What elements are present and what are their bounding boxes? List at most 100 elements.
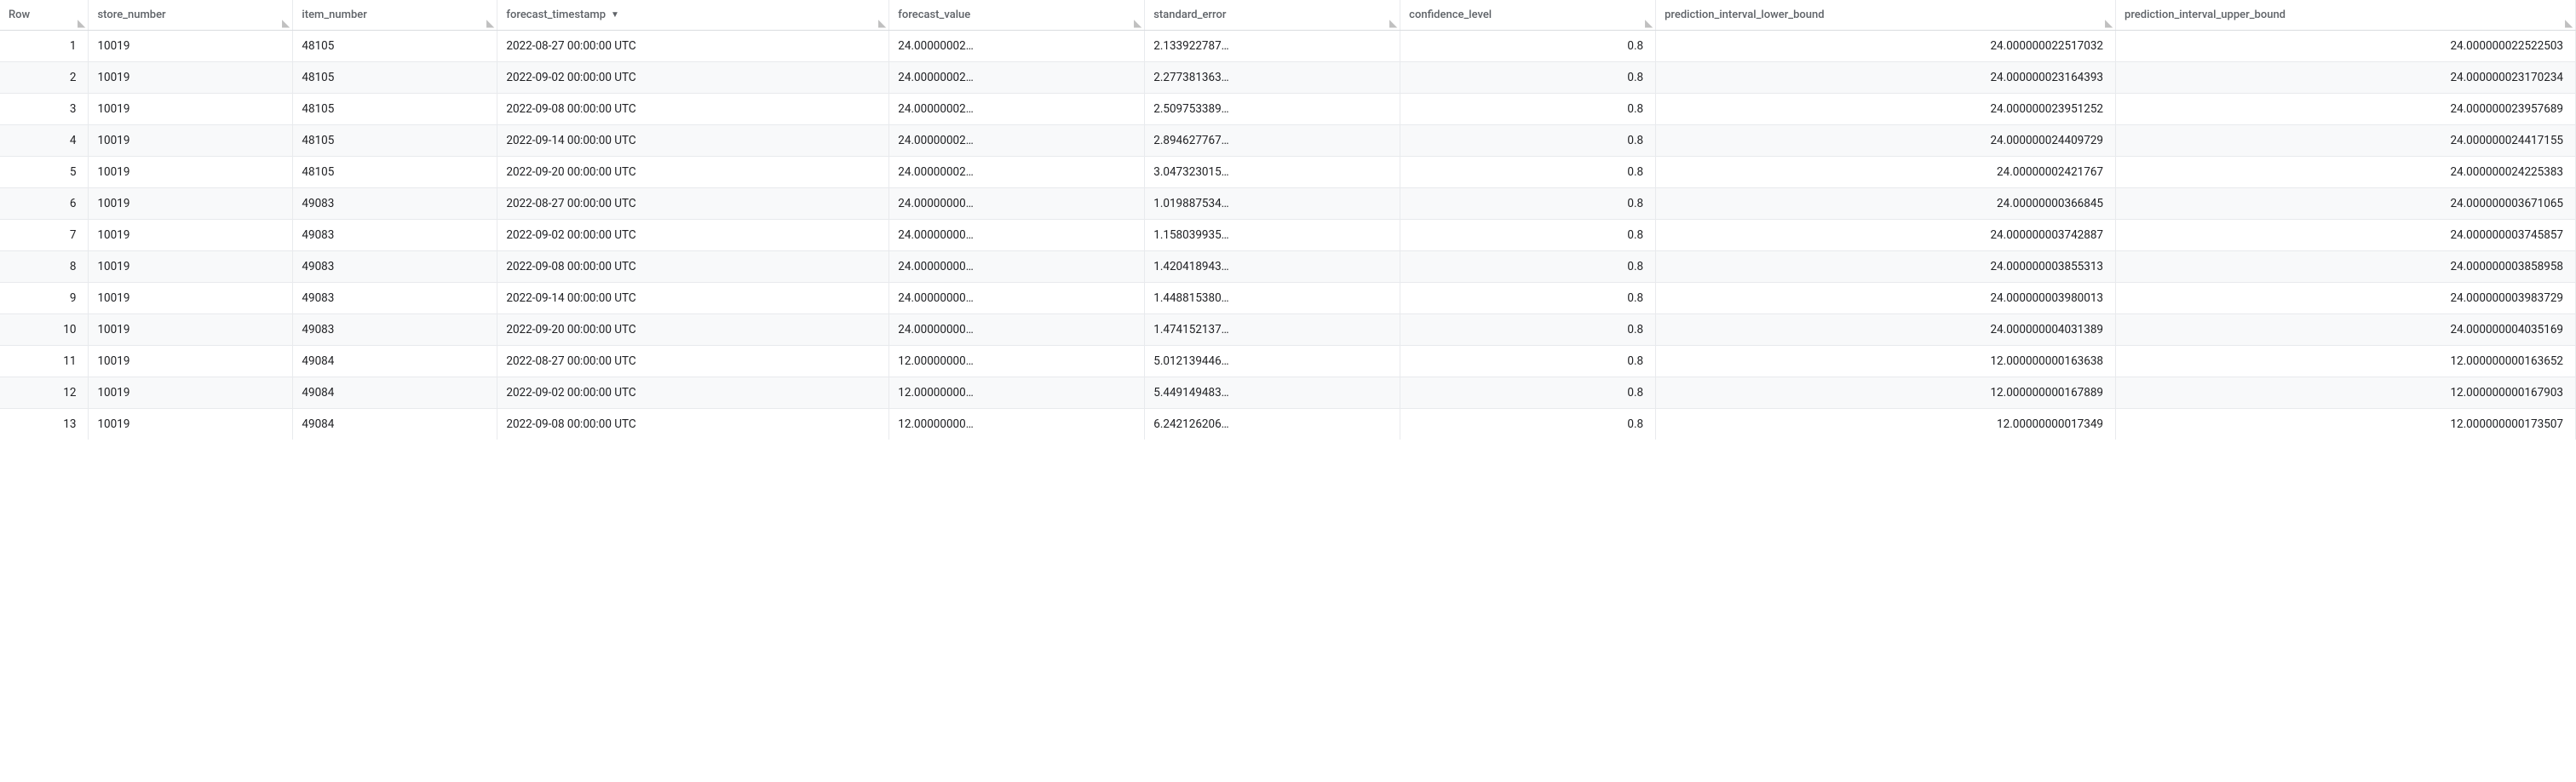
table-row[interactable]: 1310019490842022-09-08 00:00:00 UTC12.00…	[0, 409, 2576, 440]
cell-row: 6	[0, 188, 89, 220]
cell-prediction_interval_lower_bound: 24.000000022517032	[1656, 31, 2116, 62]
column-header-prediction_interval_upper_bound[interactable]: prediction_interval_upper_bound◢	[2116, 0, 2576, 31]
column-header-store_number[interactable]: store_number◢	[89, 0, 293, 31]
column-label: confidence_level	[1409, 9, 1492, 21]
sort-desc-icon: ▼	[611, 10, 619, 20]
resize-handle-icon: ◢	[2565, 18, 2573, 28]
results-table-container: Row◢store_number◢item_number◢forecast_ti…	[0, 0, 2576, 440]
column-header-confidence_level[interactable]: confidence_level ◢	[1400, 0, 1656, 31]
cell-forecast_timestamp: 2022-09-14 00:00:00 UTC	[497, 125, 889, 157]
cell-store_number: 10019	[89, 409, 293, 440]
column-label: standard_error	[1153, 9, 1226, 21]
cell-standard_error: 3.047323015…	[1145, 157, 1400, 188]
column-header-standard_error[interactable]: standard_error◢	[1145, 0, 1400, 31]
cell-forecast_timestamp: 2022-09-08 00:00:00 UTC	[497, 251, 889, 283]
cell-item_number: 49084	[293, 346, 497, 377]
table-row[interactable]: 710019490832022-09-02 00:00:00 UTC24.000…	[0, 220, 2576, 251]
column-header-forecast_value[interactable]: forecast_value◢	[889, 0, 1145, 31]
column-label: forecast_timestamp	[506, 9, 606, 21]
table-row[interactable]: 210019481052022-09-02 00:00:00 UTC24.000…	[0, 62, 2576, 94]
table-row[interactable]: 810019490832022-09-08 00:00:00 UTC24.000…	[0, 251, 2576, 283]
results-table: Row◢store_number◢item_number◢forecast_ti…	[0, 0, 2576, 440]
cell-prediction_interval_lower_bound: 12.000000000163638	[1656, 346, 2116, 377]
cell-prediction_interval_upper_bound: 12.000000000167903	[2116, 377, 2576, 409]
cell-prediction_interval_upper_bound: 24.000000023957689	[2116, 94, 2576, 125]
cell-prediction_interval_upper_bound: 24.000000024225383	[2116, 157, 2576, 188]
cell-standard_error: 2.894627767…	[1145, 125, 1400, 157]
table-row[interactable]: 410019481052022-09-14 00:00:00 UTC24.000…	[0, 125, 2576, 157]
cell-prediction_interval_upper_bound: 24.000000023170234	[2116, 62, 2576, 94]
cell-forecast_timestamp: 2022-09-20 00:00:00 UTC	[497, 157, 889, 188]
table-row[interactable]: 310019481052022-09-08 00:00:00 UTC24.000…	[0, 94, 2576, 125]
table-row[interactable]: 110019481052022-08-27 00:00:00 UTC24.000…	[0, 31, 2576, 62]
table-row[interactable]: 1010019490832022-09-20 00:00:00 UTC24.00…	[0, 314, 2576, 346]
cell-row: 11	[0, 346, 89, 377]
cell-forecast_value: 24.00000000…	[889, 220, 1145, 251]
column-header-item_number[interactable]: item_number◢	[293, 0, 497, 31]
cell-row: 10	[0, 314, 89, 346]
cell-forecast_value: 24.00000002…	[889, 94, 1145, 125]
cell-forecast_timestamp: 2022-09-02 00:00:00 UTC	[497, 62, 889, 94]
cell-forecast_value: 24.00000002…	[889, 62, 1145, 94]
table-row[interactable]: 1210019490842022-09-02 00:00:00 UTC12.00…	[0, 377, 2576, 409]
cell-standard_error: 5.449149483…	[1145, 377, 1400, 409]
resize-handle-icon: ◢	[1645, 18, 1653, 28]
cell-standard_error: 2.133922787…	[1145, 31, 1400, 62]
cell-forecast_timestamp: 2022-09-02 00:00:00 UTC	[497, 220, 889, 251]
cell-store_number: 10019	[89, 157, 293, 188]
table-body: 110019481052022-08-27 00:00:00 UTC24.000…	[0, 31, 2576, 440]
cell-confidence_level: 0.8	[1400, 251, 1656, 283]
cell-forecast_timestamp: 2022-08-27 00:00:00 UTC	[497, 31, 889, 62]
cell-row: 1	[0, 31, 89, 62]
cell-confidence_level: 0.8	[1400, 377, 1656, 409]
cell-prediction_interval_upper_bound: 24.000000003858958	[2116, 251, 2576, 283]
cell-standard_error: 5.012139446…	[1145, 346, 1400, 377]
cell-standard_error: 1.158039935…	[1145, 220, 1400, 251]
table-row[interactable]: 1110019490842022-08-27 00:00:00 UTC12.00…	[0, 346, 2576, 377]
cell-row: 5	[0, 157, 89, 188]
cell-store_number: 10019	[89, 125, 293, 157]
cell-standard_error: 2.277381363…	[1145, 62, 1400, 94]
cell-row: 3	[0, 94, 89, 125]
table-row[interactable]: 910019490832022-09-14 00:00:00 UTC24.000…	[0, 283, 2576, 314]
cell-forecast_value: 24.00000000…	[889, 188, 1145, 220]
table-row[interactable]: 610019490832022-08-27 00:00:00 UTC24.000…	[0, 188, 2576, 220]
column-label: item_number	[302, 9, 366, 21]
cell-row: 4	[0, 125, 89, 157]
cell-store_number: 10019	[89, 188, 293, 220]
cell-prediction_interval_lower_bound: 12.00000000017349	[1656, 409, 2116, 440]
cell-row: 13	[0, 409, 89, 440]
cell-prediction_interval_upper_bound: 12.000000000163652	[2116, 346, 2576, 377]
cell-prediction_interval_lower_bound: 24.000000003742887	[1656, 220, 2116, 251]
cell-standard_error: 6.242126206…	[1145, 409, 1400, 440]
cell-item_number: 48105	[293, 62, 497, 94]
column-header-prediction_interval_lower_bound[interactable]: prediction_interval_lower_bound◢	[1656, 0, 2116, 31]
cell-standard_error: 2.509753389…	[1145, 94, 1400, 125]
cell-forecast_value: 12.00000000…	[889, 409, 1145, 440]
cell-prediction_interval_lower_bound: 24.00000000366845	[1656, 188, 2116, 220]
cell-forecast_value: 24.00000000…	[889, 283, 1145, 314]
column-label: forecast_value	[898, 9, 970, 21]
resize-handle-icon: ◢	[78, 18, 85, 28]
cell-prediction_interval_upper_bound: 24.000000024417155	[2116, 125, 2576, 157]
cell-prediction_interval_upper_bound: 24.000000003671065	[2116, 188, 2576, 220]
cell-confidence_level: 0.8	[1400, 94, 1656, 125]
cell-forecast_value: 12.00000000…	[889, 377, 1145, 409]
cell-prediction_interval_lower_bound: 24.000000024409729	[1656, 125, 2116, 157]
column-label: store_number	[97, 9, 165, 21]
cell-confidence_level: 0.8	[1400, 157, 1656, 188]
cell-store_number: 10019	[89, 62, 293, 94]
cell-prediction_interval_upper_bound: 24.000000004035169	[2116, 314, 2576, 346]
cell-store_number: 10019	[89, 283, 293, 314]
table-header: Row◢store_number◢item_number◢forecast_ti…	[0, 0, 2576, 31]
cell-store_number: 10019	[89, 220, 293, 251]
cell-row: 7	[0, 220, 89, 251]
cell-prediction_interval_lower_bound: 24.000000004031389	[1656, 314, 2116, 346]
cell-store_number: 10019	[89, 94, 293, 125]
cell-store_number: 10019	[89, 31, 293, 62]
column-header-forecast_timestamp[interactable]: forecast_timestamp▼◢	[497, 0, 889, 31]
table-row[interactable]: 510019481052022-09-20 00:00:00 UTC 24.000…	[0, 157, 2576, 188]
cell-item_number: 48105	[293, 157, 497, 188]
cell-forecast_value: 24.00000002…	[889, 125, 1145, 157]
cell-store_number: 10019	[89, 346, 293, 377]
